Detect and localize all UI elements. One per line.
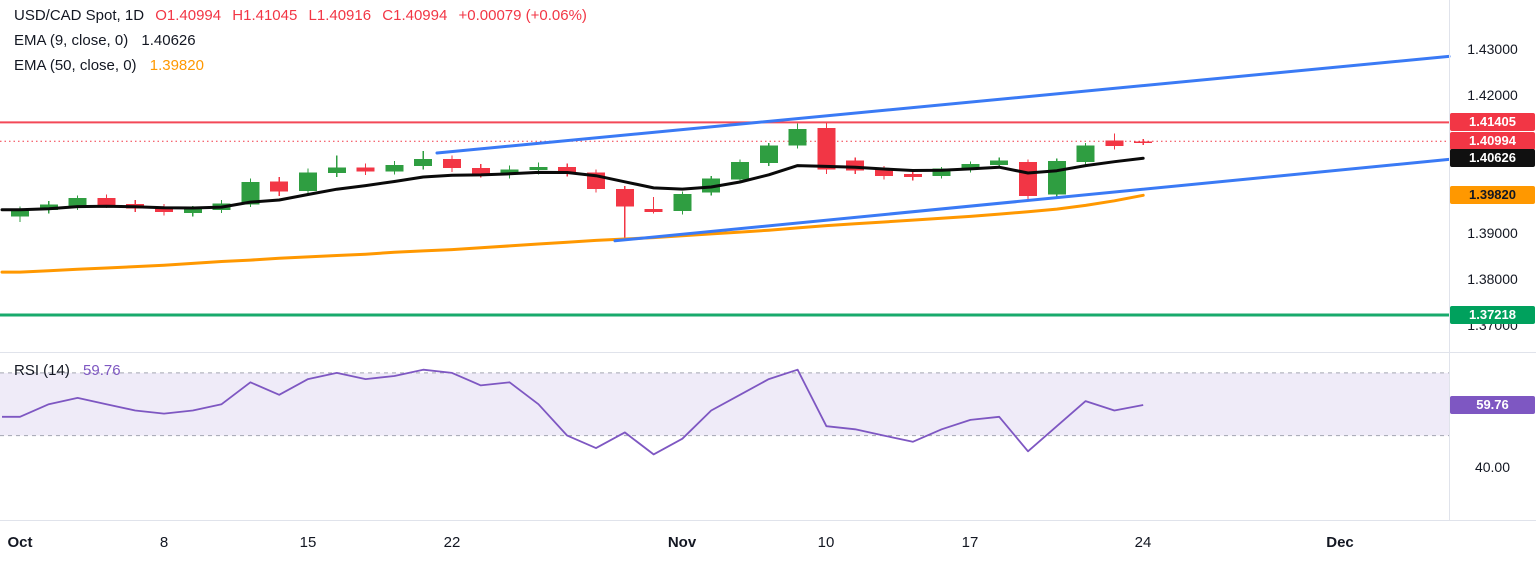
ema50-legend-row[interactable]: EMA (50, close, 0) 1.39820: [14, 57, 204, 74]
candle-body: [443, 158, 461, 169]
ema9-label: EMA (9, close, 0): [14, 32, 129, 49]
ema50-label: EMA (50, close, 0): [14, 57, 137, 74]
ema9-value-badge: 1.40626: [1450, 149, 1535, 167]
candle-body: [1134, 141, 1153, 143]
candle-body: [846, 160, 865, 171]
resistance-level-badge: 1.41405: [1450, 113, 1535, 131]
price-axis[interactable]: 1.43000 1.42000 1.39000 1.38000 1.37000 1.414…: [1449, 0, 1536, 520]
candle-body: [903, 174, 922, 177]
candle-body: [11, 209, 29, 217]
candle-body: [558, 166, 577, 173]
ohlc-close: C1.40994: [382, 7, 448, 24]
candle-body: [414, 158, 433, 166]
candle-body: [385, 164, 404, 172]
time-tick-15: 15: [299, 534, 317, 551]
candle-body: [817, 128, 836, 170]
symbol-legend-row[interactable]: USD/CAD Spot, 1D O1.40994 H1.41045 L1.40…: [14, 7, 587, 24]
candle-body: [299, 172, 317, 192]
ema9-legend-row[interactable]: EMA (9, close, 0) 1.40626: [14, 32, 196, 49]
rsi-tick-40.00: 40.00: [1474, 459, 1511, 475]
ema50-value-badge: 1.39820: [1450, 186, 1535, 204]
candle-body: [183, 209, 202, 213]
time-tick-17: 17: [961, 534, 979, 551]
current-price-badge: 1.40994: [1450, 132, 1535, 150]
candle-body: [759, 145, 778, 164]
candle-body: [1105, 140, 1124, 146]
candle-body: [471, 168, 490, 174]
price-tick-1.43000: 1.43000: [1467, 41, 1518, 57]
candle-body: [1019, 162, 1037, 197]
candle-body: [961, 164, 980, 169]
ohlc-high: H1.41045: [232, 7, 298, 24]
rsi-value-badge: 59.76: [1450, 396, 1535, 414]
upper-channel-trendline[interactable]: [435, 54, 1451, 155]
candle-body: [97, 198, 116, 205]
ohlc-open: O1.40994: [155, 7, 222, 24]
price-tick-1.42000: 1.42000: [1467, 87, 1518, 103]
price-tick-1.38000: 1.38000: [1467, 271, 1518, 287]
rsi-label: RSI (14): [14, 362, 70, 379]
candle-body: [788, 129, 807, 146]
candle-body: [270, 181, 289, 192]
lower-channel-trendline[interactable]: [613, 157, 1451, 243]
ohlc-low: L1.40916: [308, 7, 372, 24]
candle-body: [529, 166, 548, 170]
time-tick-22: 22: [443, 534, 461, 551]
time-tick-Dec: Dec: [1326, 534, 1354, 551]
candle-body: [1076, 145, 1095, 163]
rsi-legend-row[interactable]: RSI (14) 59.76: [14, 362, 121, 379]
time-tick-24: 24: [1134, 534, 1152, 551]
candle-body: [155, 207, 173, 212]
candle-body: [241, 181, 260, 205]
candle-body: [932, 168, 951, 176]
time-tick-Oct: Oct: [7, 534, 33, 551]
time-tick-8: 8: [159, 534, 169, 551]
rsi-plot-line: [2, 368, 1144, 456]
candle-body: [673, 193, 692, 211]
candle-body: [327, 167, 346, 174]
time-tick-10: 10: [817, 534, 835, 551]
candle-body: [68, 198, 87, 207]
candle-body: [731, 162, 749, 180]
candle-body: [990, 160, 1009, 165]
rsi-value: 59.76: [83, 362, 121, 379]
ema50-line[interactable]: [0, 193, 1145, 274]
candle-body: [500, 169, 519, 175]
ema50-value: 1.39820: [149, 57, 204, 74]
time-axis[interactable]: Oct 8 15 22 Nov 10 17 24 Dec: [0, 520, 1536, 564]
candle-body: [875, 169, 893, 176]
candle-body: [1047, 161, 1066, 195]
symbol-title[interactable]: USD/CAD Spot, 1D: [14, 7, 145, 24]
price-tick-1.39000: 1.39000: [1467, 225, 1518, 241]
candle-body: [615, 188, 634, 207]
ohlc-change: +0.00079 (+0.06%): [458, 7, 587, 24]
time-tick-Nov: Nov: [667, 534, 697, 551]
candle-body: [39, 204, 58, 210]
ema9-line[interactable]: [0, 156, 1145, 212]
ema9-value: 1.40626: [141, 32, 196, 49]
candle-body: [644, 209, 663, 212]
candle-body: [356, 167, 375, 172]
support-level-badge: 1.37218: [1450, 306, 1535, 324]
